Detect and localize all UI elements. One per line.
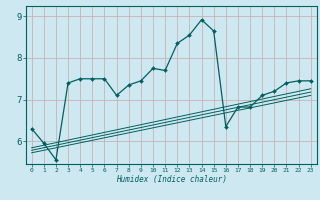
X-axis label: Humidex (Indice chaleur): Humidex (Indice chaleur) [116,175,227,184]
